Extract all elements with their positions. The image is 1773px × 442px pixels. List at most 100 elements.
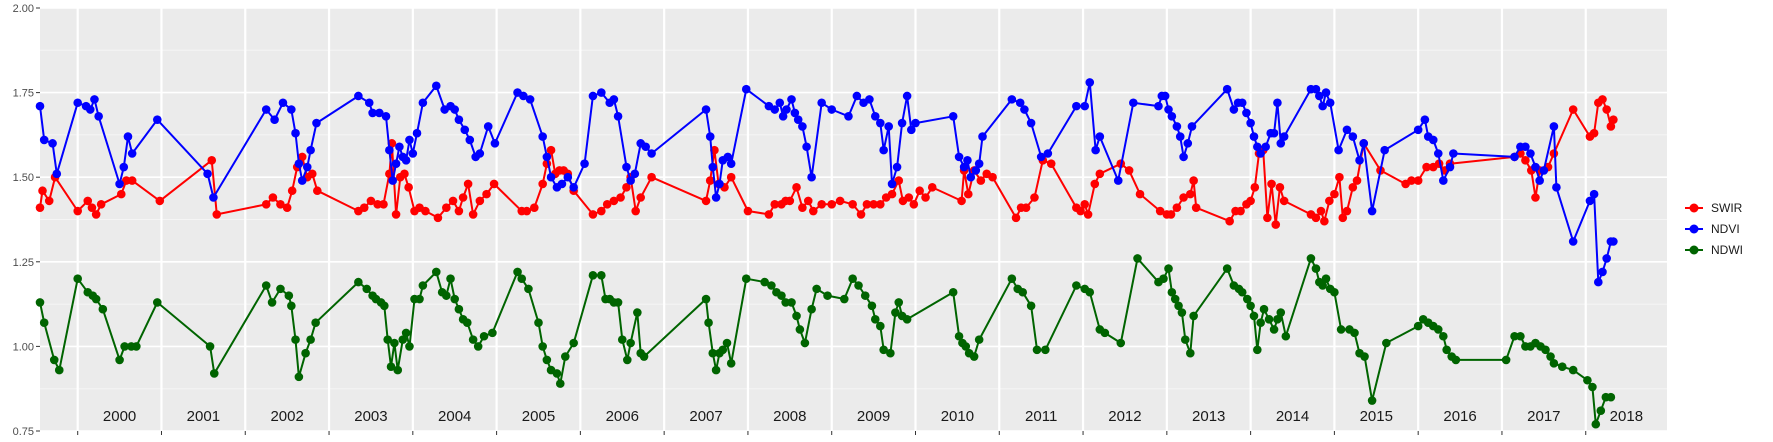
data-point xyxy=(1439,176,1448,185)
data-point xyxy=(1167,111,1177,121)
data-point xyxy=(1526,149,1535,158)
data-point xyxy=(261,105,271,114)
data-point xyxy=(613,111,623,121)
data-point xyxy=(563,172,573,182)
data-point xyxy=(1249,132,1259,141)
data-point xyxy=(207,155,217,165)
year-label: 2006 xyxy=(606,408,639,425)
data-point xyxy=(1177,308,1187,317)
data-point xyxy=(1091,145,1100,155)
data-point xyxy=(1261,142,1270,152)
data-point xyxy=(1279,196,1289,206)
year-label: 2013 xyxy=(1192,408,1225,425)
data-point xyxy=(988,172,997,182)
data-point xyxy=(433,213,443,223)
data-point xyxy=(1166,210,1176,219)
data-point xyxy=(54,365,64,375)
data-point xyxy=(892,162,902,172)
data-point xyxy=(876,321,885,331)
data-point xyxy=(368,108,377,118)
legend-key-point xyxy=(1689,203,1699,213)
data-point xyxy=(715,179,724,189)
data-point xyxy=(209,369,219,378)
data-point xyxy=(1273,315,1282,324)
data-point xyxy=(827,199,837,209)
data-point xyxy=(1451,355,1461,365)
data-point xyxy=(85,105,95,114)
data-point xyxy=(1330,287,1339,297)
year-label: 2003 xyxy=(354,408,387,425)
data-point xyxy=(408,149,418,158)
data-point xyxy=(1085,287,1095,297)
data-point xyxy=(617,335,627,344)
data-point xyxy=(1172,203,1182,212)
data-point xyxy=(1433,149,1443,158)
data-point xyxy=(887,179,897,189)
data-point xyxy=(359,203,369,212)
data-point xyxy=(860,291,870,300)
data-point xyxy=(1191,203,1201,212)
data-point xyxy=(205,342,215,351)
data-point xyxy=(1072,281,1081,290)
data-point xyxy=(705,176,715,185)
data-point xyxy=(35,298,45,307)
data-point xyxy=(622,355,632,365)
data-point xyxy=(807,304,816,314)
data-point xyxy=(1276,139,1286,148)
data-point xyxy=(454,206,464,216)
data-point xyxy=(483,122,493,131)
data-point xyxy=(1449,149,1458,158)
year-label: 2015 xyxy=(1360,408,1393,425)
y-tick-label: 1.50 xyxy=(13,172,34,184)
data-point xyxy=(1552,183,1561,192)
data-point xyxy=(1380,145,1389,155)
data-point xyxy=(1159,274,1168,284)
data-point xyxy=(1348,132,1358,141)
data-point xyxy=(741,84,751,94)
data-point xyxy=(701,196,711,206)
data-point xyxy=(380,301,389,311)
data-point xyxy=(1350,328,1359,338)
data-point xyxy=(127,176,137,185)
data-point xyxy=(1279,132,1289,141)
data-point xyxy=(400,169,409,179)
data-point xyxy=(1501,355,1511,365)
data-point xyxy=(887,189,897,199)
data-point xyxy=(1237,287,1247,297)
data-point xyxy=(569,338,578,348)
data-point xyxy=(463,179,473,189)
data-point xyxy=(835,196,845,206)
year-label: 2004 xyxy=(438,408,471,425)
data-point xyxy=(1032,345,1042,355)
data-point xyxy=(1072,101,1081,111)
legend: SWIR NDVI NDWI xyxy=(1685,201,1743,257)
data-point xyxy=(865,95,874,104)
data-point xyxy=(876,118,885,128)
data-point xyxy=(760,277,769,287)
data-point xyxy=(52,169,62,179)
data-point xyxy=(636,193,645,202)
data-point xyxy=(588,271,598,280)
data-point xyxy=(1225,216,1234,226)
data-point xyxy=(1549,122,1559,131)
legend-label: NDWI xyxy=(1711,243,1743,257)
data-point xyxy=(1348,183,1358,192)
data-point xyxy=(385,145,394,155)
data-point xyxy=(94,111,103,121)
data-point xyxy=(767,281,776,290)
data-point xyxy=(812,284,821,294)
data-point xyxy=(641,142,651,152)
data-point xyxy=(902,315,912,324)
data-point xyxy=(1546,352,1555,361)
data-point xyxy=(1269,128,1279,138)
data-point xyxy=(90,95,99,104)
data-point xyxy=(817,199,826,209)
data-point xyxy=(1598,95,1607,104)
data-point xyxy=(442,203,451,212)
legend-label: SWIR xyxy=(1711,201,1743,215)
data-point xyxy=(1167,287,1177,297)
data-point xyxy=(569,183,578,192)
data-point xyxy=(212,210,222,219)
data-point xyxy=(1046,159,1056,168)
data-point xyxy=(1557,362,1567,372)
